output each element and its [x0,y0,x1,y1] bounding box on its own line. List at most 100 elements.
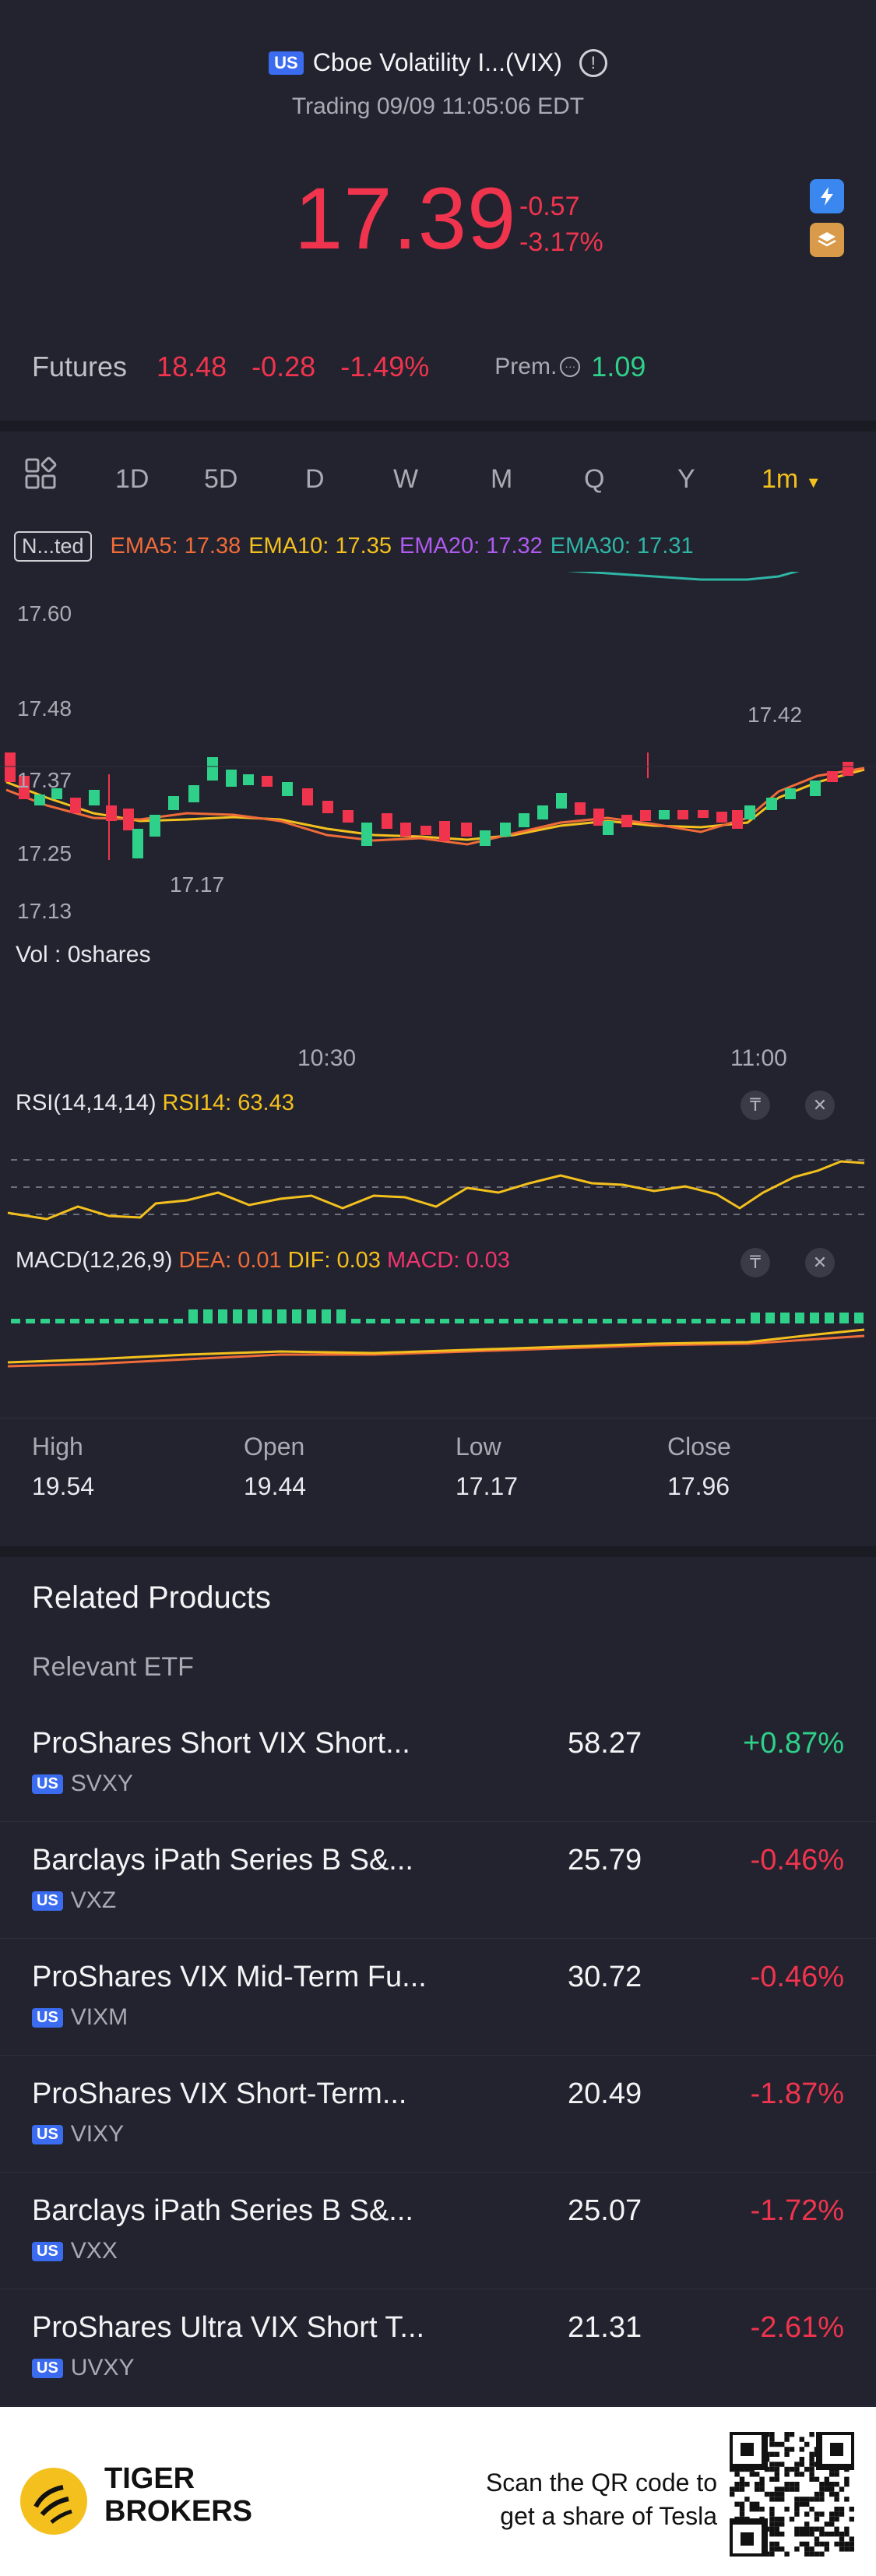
candle [132,829,143,858]
candle [659,810,670,819]
tab-w[interactable]: W [393,464,419,494]
tab-y[interactable]: Y [677,464,695,494]
tab-m[interactable]: M [491,464,513,494]
ema5-value: EMA5: 17.38 [110,534,241,559]
macd-legend: MACD(12,26,9) DEA: 0.01 DIF: 0.03 MACD: … [16,1248,510,1274]
macd-bar [839,1313,849,1323]
indicator-toggle-button[interactable]: N...ted [14,531,92,562]
candle [640,810,651,821]
rsi-name: RSI(14,14,14) [16,1091,157,1115]
grid-layout-icon[interactable] [23,456,58,491]
related-product-row[interactable]: ProShares Short VIX Short... US SVXY 58.27 +… [0,1705,876,1822]
last-price: 17.39 [294,170,517,267]
info-icon[interactable]: ! [579,48,607,77]
candle [70,798,81,813]
candle [382,813,392,829]
futures-row[interactable]: Futures 18.48 -0.28 -1.49% Prem. ··· 1.0… [32,351,646,383]
futures-price: 18.48 [157,351,227,382]
title-row: US Cboe Volatility I...(VIX) ! [0,48,876,77]
candle [480,830,491,846]
qr-code-icon[interactable] [730,2432,854,2557]
y-axis-label: 17.13 [17,899,72,923]
product-change: -1.87% [750,2077,844,2110]
product-change: -0.46% [750,1844,844,1876]
related-product-row[interactable]: Barclays iPath Series B S&... US VXX 25.07 -… [0,2173,876,2289]
product-change: -1.72% [750,2194,844,2227]
ema30-value: EMA30: 17.31 [550,534,694,559]
lightning-icon[interactable] [810,179,844,213]
macd-bar [114,1319,124,1323]
candle [785,788,796,799]
candle [34,795,45,805]
macd-bar [188,1309,198,1323]
ticker-symbol: VXX [70,2238,118,2264]
rsi-chart [7,1159,865,1221]
tab-1m[interactable]: 1m ▼ [762,464,821,494]
macd-bar [351,1319,361,1323]
macd-bar [765,1313,775,1323]
macd-bar [203,1309,213,1323]
macd-bar [70,1319,79,1323]
macd-bar [336,1309,346,1323]
macd-bar [307,1309,316,1323]
candle [5,752,16,782]
macd-bar [780,1313,790,1323]
candle [677,810,688,819]
market-badge: US [32,2358,63,2378]
candle [500,823,511,837]
macd-bar [440,1319,449,1323]
price-change-pct: -3.17% [519,227,603,257]
market-badge: US [32,2007,63,2028]
candle [19,776,30,799]
ticker-symbol: VXZ [70,1887,117,1913]
high-marker-label: 17.42 [748,703,803,727]
product-ticker: US SVXY [32,1771,133,1797]
candlestick-chart[interactable] [0,572,876,946]
y-axis-label: 17.60 [17,601,72,625]
macd-bar [795,1313,804,1323]
product-price: 21.31 [568,2311,642,2344]
macd-bar [262,1309,272,1323]
close-icon[interactable]: ✕ [805,1248,835,1277]
macd-bar [632,1319,642,1323]
macd-bar [854,1313,864,1323]
futures-label: Futures [32,351,128,382]
candle [400,823,411,837]
macd-bar [396,1319,405,1323]
tab-1d[interactable]: 1D [115,464,150,494]
y-axis-label: 17.25 [17,841,72,865]
macd-bar [55,1319,65,1323]
macd-bar [11,1319,20,1323]
related-product-row[interactable]: ProShares VIX Mid-Term Fu... US VIXM 30.72 -… [0,1939,876,2056]
candle [716,812,727,823]
candle [168,796,179,810]
volume-label: Vol : 0shares [16,942,151,967]
candle [361,823,372,846]
macd-bar [529,1319,538,1323]
layers-icon[interactable] [810,223,844,257]
product-name: ProShares Ultra VIX Short T... [32,2311,425,2344]
macd-bar [617,1319,627,1323]
candle [420,826,431,835]
chart-area[interactable]: 1D 5D D W M Q Y 1m ▼ N...ted EMA5: 17.38… [0,432,876,1397]
macd-bar [144,1319,153,1323]
more-icon[interactable]: ··· [560,357,581,377]
related-product-row[interactable]: ProShares VIX Short-Term... US VIXY 20.49 -1… [0,2056,876,2173]
tab-5d[interactable]: 5D [204,464,238,494]
close-icon[interactable]: ✕ [805,1091,835,1120]
tab-q[interactable]: Q [584,464,605,494]
related-product-row[interactable]: ProShares Ultra VIX Short T... US UVXY 21.3… [0,2289,876,2406]
macd-bar [218,1309,227,1323]
macd-bar [751,1313,760,1323]
macd-bar [100,1319,109,1323]
product-price: 20.49 [568,2077,642,2110]
product-price: 58.27 [568,1727,642,1760]
related-product-row[interactable]: Barclays iPath Series B S&... US VXZ 25.79 -… [0,1822,876,1939]
macd-bar [381,1319,390,1323]
settings-icon[interactable]: ₸ [741,1248,770,1277]
settings-icon[interactable]: ₸ [741,1091,770,1120]
macd-dif: DIF: 0.03 [287,1248,381,1273]
dif-line [7,1328,865,1364]
macd-bar [292,1309,301,1323]
tab-d[interactable]: D [305,464,325,494]
